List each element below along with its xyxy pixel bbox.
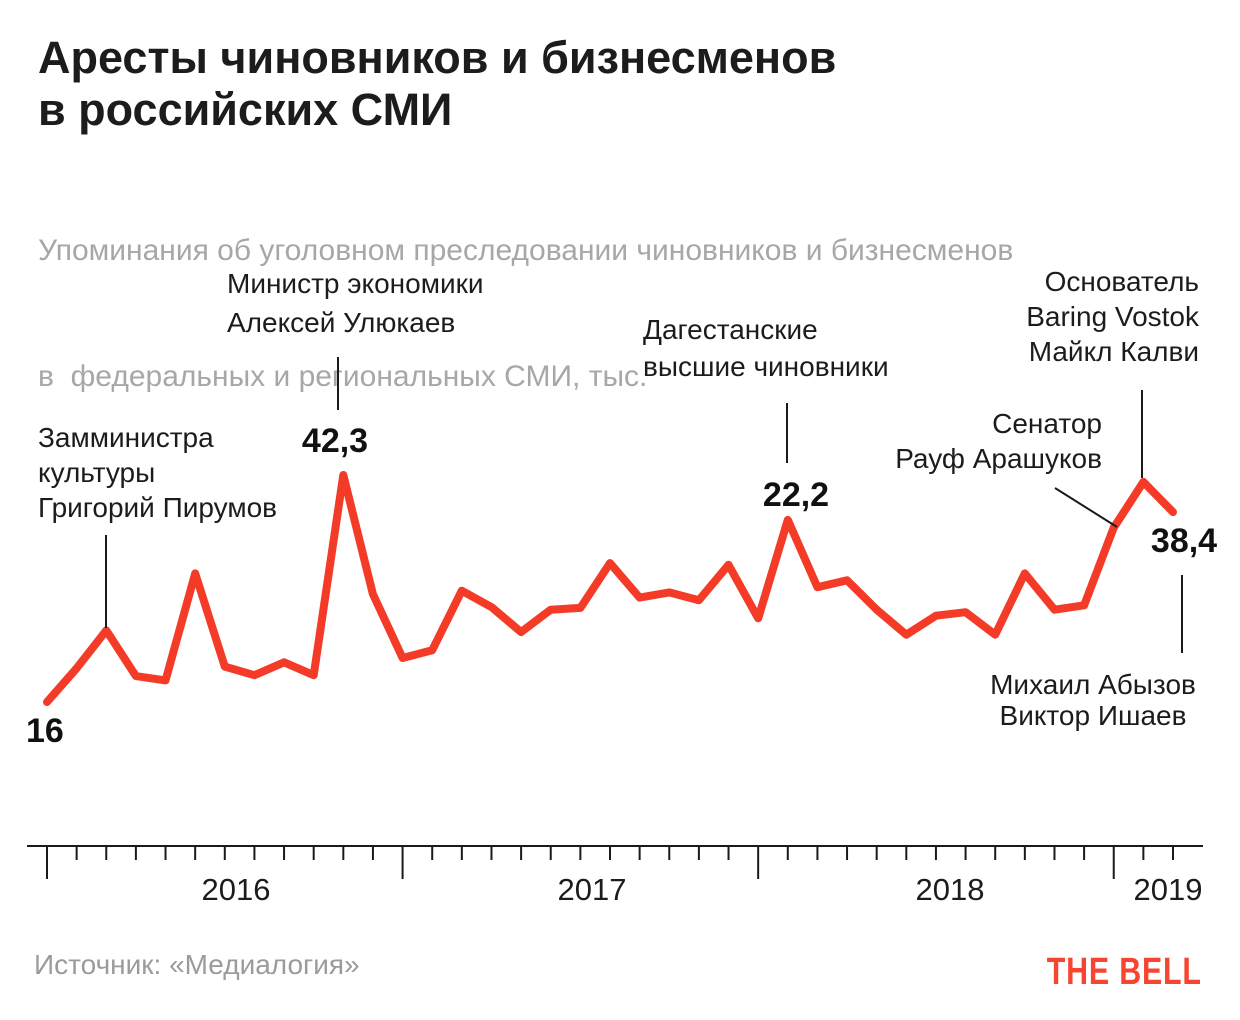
axis-year-label: 2018 bbox=[916, 872, 985, 907]
annotation-line: Виктор Ишаев bbox=[999, 700, 1187, 731]
annotation-abyzov: Михаил Абызов Виктор Ишаев bbox=[990, 669, 1196, 731]
chart-subtitle: Упоминания об уголовном преследовании чи… bbox=[38, 146, 1013, 482]
annotation-line: Дагестанские bbox=[643, 314, 818, 345]
title-line-1: Аресты чиновников и бизнесменов bbox=[38, 32, 837, 83]
page-title: Аресты чиновников и бизнесменов в россий… bbox=[38, 32, 836, 136]
annotation-dagestan: Дагестанские высшие чиновники bbox=[643, 311, 889, 385]
axis-year-label: 2016 bbox=[202, 872, 271, 907]
annotation-senator: Сенатор Рауф Арашуков bbox=[895, 406, 1102, 476]
value-label-start: 16 bbox=[26, 712, 64, 750]
annotation-pointers bbox=[105, 357, 1183, 653]
annotation-line: Министр экономики bbox=[227, 268, 484, 299]
annotation-line: культуры bbox=[38, 457, 156, 488]
annotation-line: высшие чиновники bbox=[643, 351, 889, 382]
annotation-line: Основатель bbox=[1044, 266, 1199, 297]
subtitle-line-1: Упоминания об уголовном преследовании чи… bbox=[38, 234, 1014, 267]
value-label-ulyukaev: 42,3 bbox=[301, 422, 369, 460]
annotation-line: Алексей Улюкаев bbox=[227, 307, 456, 338]
source-credit: Источник: «Медиалогия» bbox=[34, 949, 360, 980]
annotation-line: Майкл Калви bbox=[1028, 336, 1199, 367]
annotation-line: Рауф Арашуков bbox=[895, 443, 1102, 474]
title-line-2: в российских СМИ bbox=[38, 84, 453, 135]
series-line bbox=[43, 471, 1177, 706]
the-bell-logo: THE BELL bbox=[1046, 951, 1202, 993]
subtitle-line-2: в федеральных и региональных СМИ, тыс. bbox=[38, 360, 648, 393]
annotation-line: Baring Vostok bbox=[1026, 301, 1199, 332]
x-axis: 2016 2017 2018 2019 bbox=[27, 845, 1203, 907]
value-label-dagestan: 22,2 bbox=[762, 476, 830, 514]
annotation-line: Замминистра bbox=[38, 422, 214, 453]
annotation-pirumov: Замминистра культуры Григорий Пирумов bbox=[38, 420, 277, 525]
annotation-line: Сенатор bbox=[992, 408, 1102, 439]
annotation-kalvi: Основатель Baring Vostok Майкл Калви bbox=[1026, 264, 1199, 369]
axis-year-label: 2017 bbox=[558, 872, 627, 907]
axis-year-label: 2019 bbox=[1134, 872, 1203, 907]
annotation-line: Михаил Абызов bbox=[990, 669, 1196, 700]
pointer-senator bbox=[1054, 487, 1118, 528]
series-layer bbox=[43, 471, 1177, 706]
value-label-end: 38,4 bbox=[1150, 522, 1218, 560]
annotation-ulyukaev: Министр экономики Алексей Улюкаев bbox=[227, 264, 483, 342]
annotation-line: Григорий Пирумов bbox=[38, 492, 278, 523]
